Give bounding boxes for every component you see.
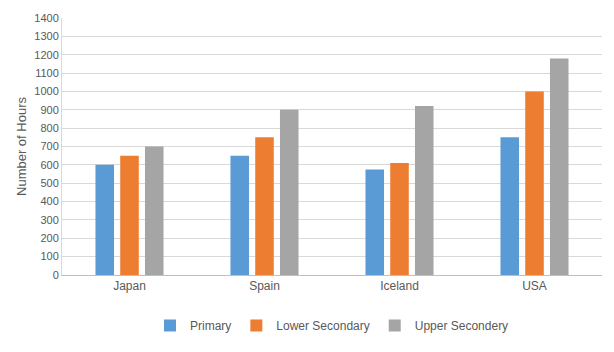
svg-text:Spain: Spain	[249, 279, 280, 293]
svg-text:900: 900	[40, 104, 58, 116]
svg-text:USA: USA	[522, 279, 547, 293]
svg-text:700: 700	[40, 140, 58, 152]
svg-text:800: 800	[40, 122, 58, 134]
svg-text:Number of Hours: Number of Hours	[14, 97, 29, 196]
svg-text:300: 300	[40, 214, 58, 226]
svg-text:Lower Secondary: Lower Secondary	[276, 319, 369, 333]
svg-text:100: 100	[40, 250, 58, 262]
svg-text:1000: 1000	[34, 85, 58, 97]
svg-text:Primary: Primary	[190, 319, 231, 333]
svg-text:1200: 1200	[34, 49, 58, 61]
svg-text:400: 400	[40, 195, 58, 207]
svg-text:Iceland: Iceland	[380, 279, 419, 293]
svg-text:1100: 1100	[35, 67, 59, 79]
svg-text:Japan: Japan	[113, 279, 146, 293]
svg-text:500: 500	[40, 177, 58, 189]
svg-text:200: 200	[40, 232, 58, 244]
svg-text:0: 0	[53, 269, 59, 281]
svg-text:Upper Secondery: Upper Secondery	[415, 319, 508, 333]
svg-text:1400: 1400	[34, 12, 58, 24]
svg-text:1300: 1300	[34, 30, 58, 42]
svg-text:600: 600	[40, 159, 58, 171]
